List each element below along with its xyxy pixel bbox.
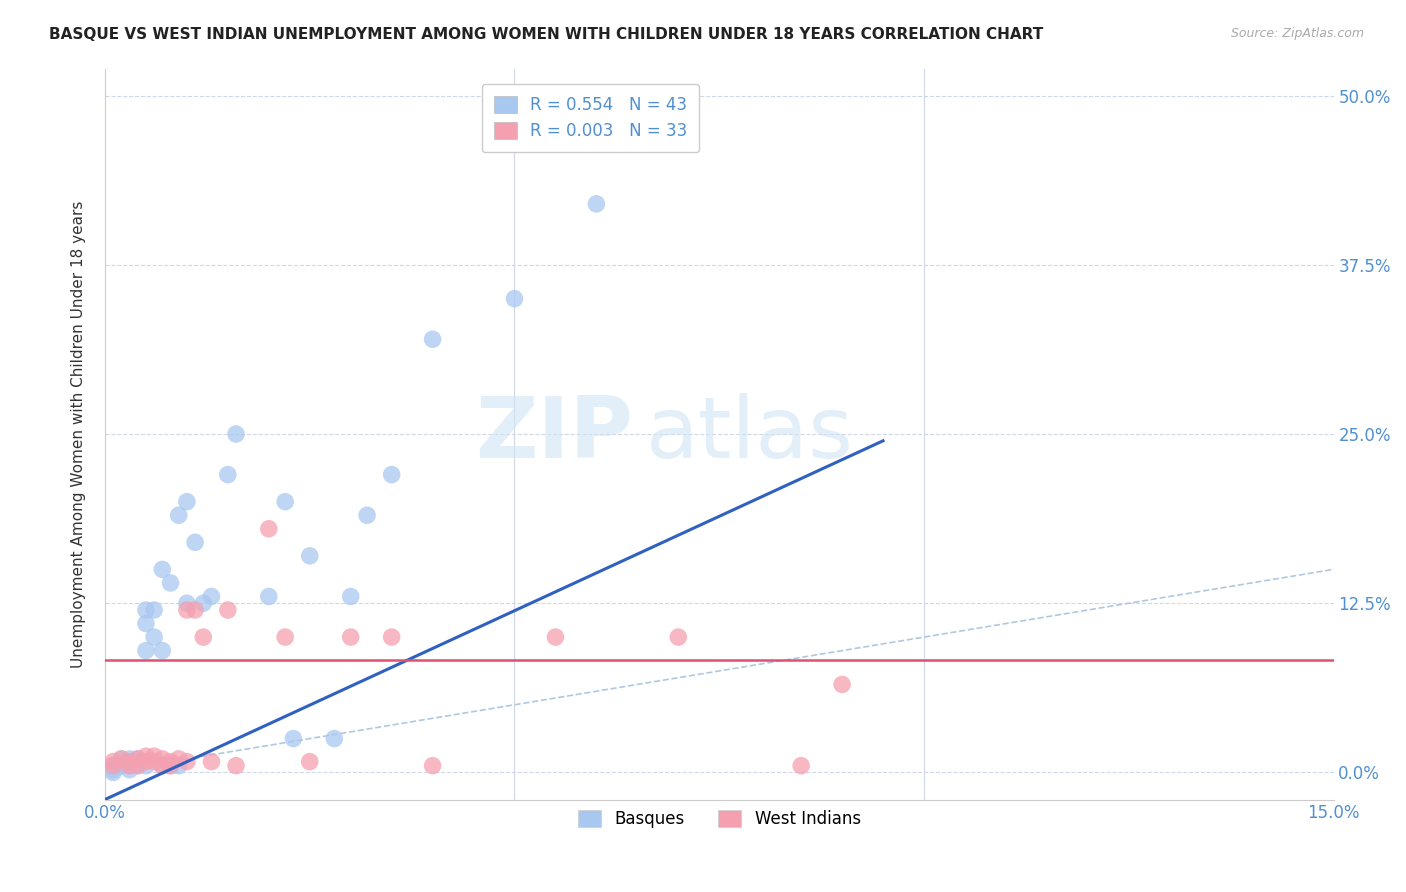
Point bbox=[110, 752, 132, 766]
Point bbox=[127, 752, 149, 766]
Point bbox=[150, 562, 173, 576]
Text: atlas: atlas bbox=[645, 392, 853, 475]
Point bbox=[135, 755, 157, 769]
Point bbox=[217, 603, 239, 617]
Point bbox=[167, 752, 190, 766]
Point bbox=[257, 590, 280, 604]
Point bbox=[118, 763, 141, 777]
Point bbox=[143, 603, 166, 617]
Point bbox=[193, 630, 215, 644]
Point bbox=[544, 630, 567, 644]
Point bbox=[127, 758, 149, 772]
Point bbox=[127, 755, 149, 769]
Text: Source: ZipAtlas.com: Source: ZipAtlas.com bbox=[1230, 27, 1364, 40]
Point bbox=[257, 522, 280, 536]
Point bbox=[339, 630, 361, 644]
Point bbox=[101, 765, 124, 780]
Point bbox=[167, 758, 190, 772]
Point bbox=[176, 596, 198, 610]
Point bbox=[143, 749, 166, 764]
Point bbox=[150, 758, 173, 772]
Point bbox=[135, 758, 157, 772]
Point bbox=[298, 755, 321, 769]
Point bbox=[225, 758, 247, 772]
Point bbox=[283, 731, 305, 746]
Point bbox=[167, 508, 190, 523]
Point bbox=[143, 630, 166, 644]
Point bbox=[159, 755, 181, 769]
Point bbox=[118, 758, 141, 772]
Point bbox=[176, 603, 198, 617]
Point bbox=[118, 752, 141, 766]
Point bbox=[422, 332, 444, 346]
Point bbox=[339, 590, 361, 604]
Point bbox=[217, 467, 239, 482]
Point bbox=[118, 755, 141, 769]
Point bbox=[135, 616, 157, 631]
Point bbox=[323, 731, 346, 746]
Point bbox=[585, 197, 607, 211]
Point bbox=[118, 758, 141, 772]
Point bbox=[127, 752, 149, 766]
Text: ZIP: ZIP bbox=[475, 392, 633, 475]
Point bbox=[831, 677, 853, 691]
Point bbox=[135, 603, 157, 617]
Point bbox=[143, 755, 166, 769]
Point bbox=[101, 758, 124, 772]
Point bbox=[150, 643, 173, 657]
Point bbox=[422, 758, 444, 772]
Point bbox=[225, 427, 247, 442]
Point bbox=[101, 758, 124, 772]
Legend: Basques, West Indians: Basques, West Indians bbox=[571, 804, 868, 835]
Point bbox=[200, 755, 222, 769]
Point bbox=[101, 763, 124, 777]
Point bbox=[101, 755, 124, 769]
Point bbox=[666, 630, 689, 644]
Y-axis label: Unemployment Among Women with Children Under 18 years: Unemployment Among Women with Children U… bbox=[72, 201, 86, 668]
Text: BASQUE VS WEST INDIAN UNEMPLOYMENT AMONG WOMEN WITH CHILDREN UNDER 18 YEARS CORR: BASQUE VS WEST INDIAN UNEMPLOYMENT AMONG… bbox=[49, 27, 1043, 42]
Point bbox=[159, 758, 181, 772]
Point bbox=[135, 749, 157, 764]
Point bbox=[790, 758, 813, 772]
Point bbox=[159, 576, 181, 591]
Point bbox=[200, 590, 222, 604]
Point bbox=[298, 549, 321, 563]
Point bbox=[193, 596, 215, 610]
Point bbox=[110, 758, 132, 772]
Point bbox=[110, 752, 132, 766]
Point bbox=[184, 603, 207, 617]
Point bbox=[176, 755, 198, 769]
Point bbox=[381, 467, 404, 482]
Point bbox=[381, 630, 404, 644]
Point bbox=[503, 292, 526, 306]
Point bbox=[274, 494, 297, 508]
Point bbox=[110, 758, 132, 772]
Point bbox=[127, 758, 149, 772]
Point bbox=[135, 643, 157, 657]
Point bbox=[184, 535, 207, 549]
Point bbox=[150, 758, 173, 772]
Point bbox=[159, 758, 181, 772]
Point bbox=[356, 508, 378, 523]
Point bbox=[274, 630, 297, 644]
Point bbox=[150, 752, 173, 766]
Point bbox=[176, 494, 198, 508]
